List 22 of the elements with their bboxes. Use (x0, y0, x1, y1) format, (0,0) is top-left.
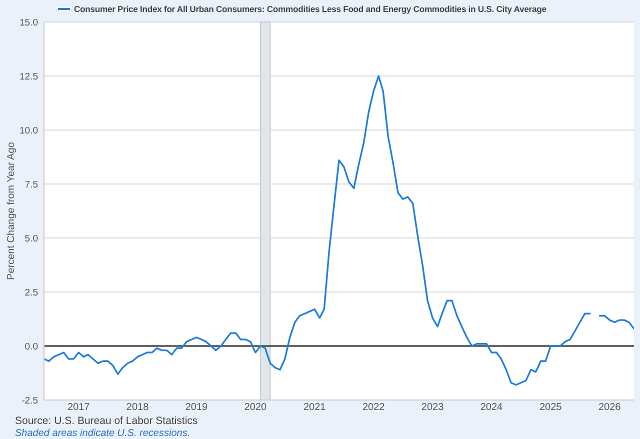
y-tick-label: 5.0 (24, 233, 38, 244)
x-tick-label: 2022 (362, 402, 386, 414)
x-tick-label: 2026 (598, 402, 622, 414)
y-tick-label: 7.5 (24, 179, 38, 190)
y-tick-label: 0.0 (24, 341, 38, 352)
x-tick-label: 2023 (421, 402, 444, 414)
x-tick-label: 2025 (540, 402, 562, 414)
y-tick-label: -2.5 (22, 395, 38, 406)
legend-label: Consumer Price Index for All Urban Consumers: Commodities Less Food and Energy Commodities in U.S. City Average (74, 4, 546, 14)
y-tick-label: 2.5 (24, 287, 38, 298)
source-note: Source: U.S. Bureau of Labor Statistics (15, 415, 198, 427)
y-tick-label: 12.5 (20, 71, 38, 82)
y-tick-label: 15.0 (20, 17, 38, 28)
x-tick-label: 2021 (303, 402, 326, 414)
x-tick-label: 2019 (185, 402, 208, 414)
y-tick-label: 10.0 (20, 125, 38, 136)
x-tick-label: 2024 (480, 402, 504, 414)
text: Shaded areas indicate U.S. recessions. (15, 428, 190, 439)
x-tick-label: 2020 (244, 402, 268, 414)
x-tick-label: 2018 (126, 402, 150, 414)
y-axis-title: Percent Change from Year Ago (6, 142, 17, 280)
x-tick-label: 2017 (67, 402, 90, 414)
